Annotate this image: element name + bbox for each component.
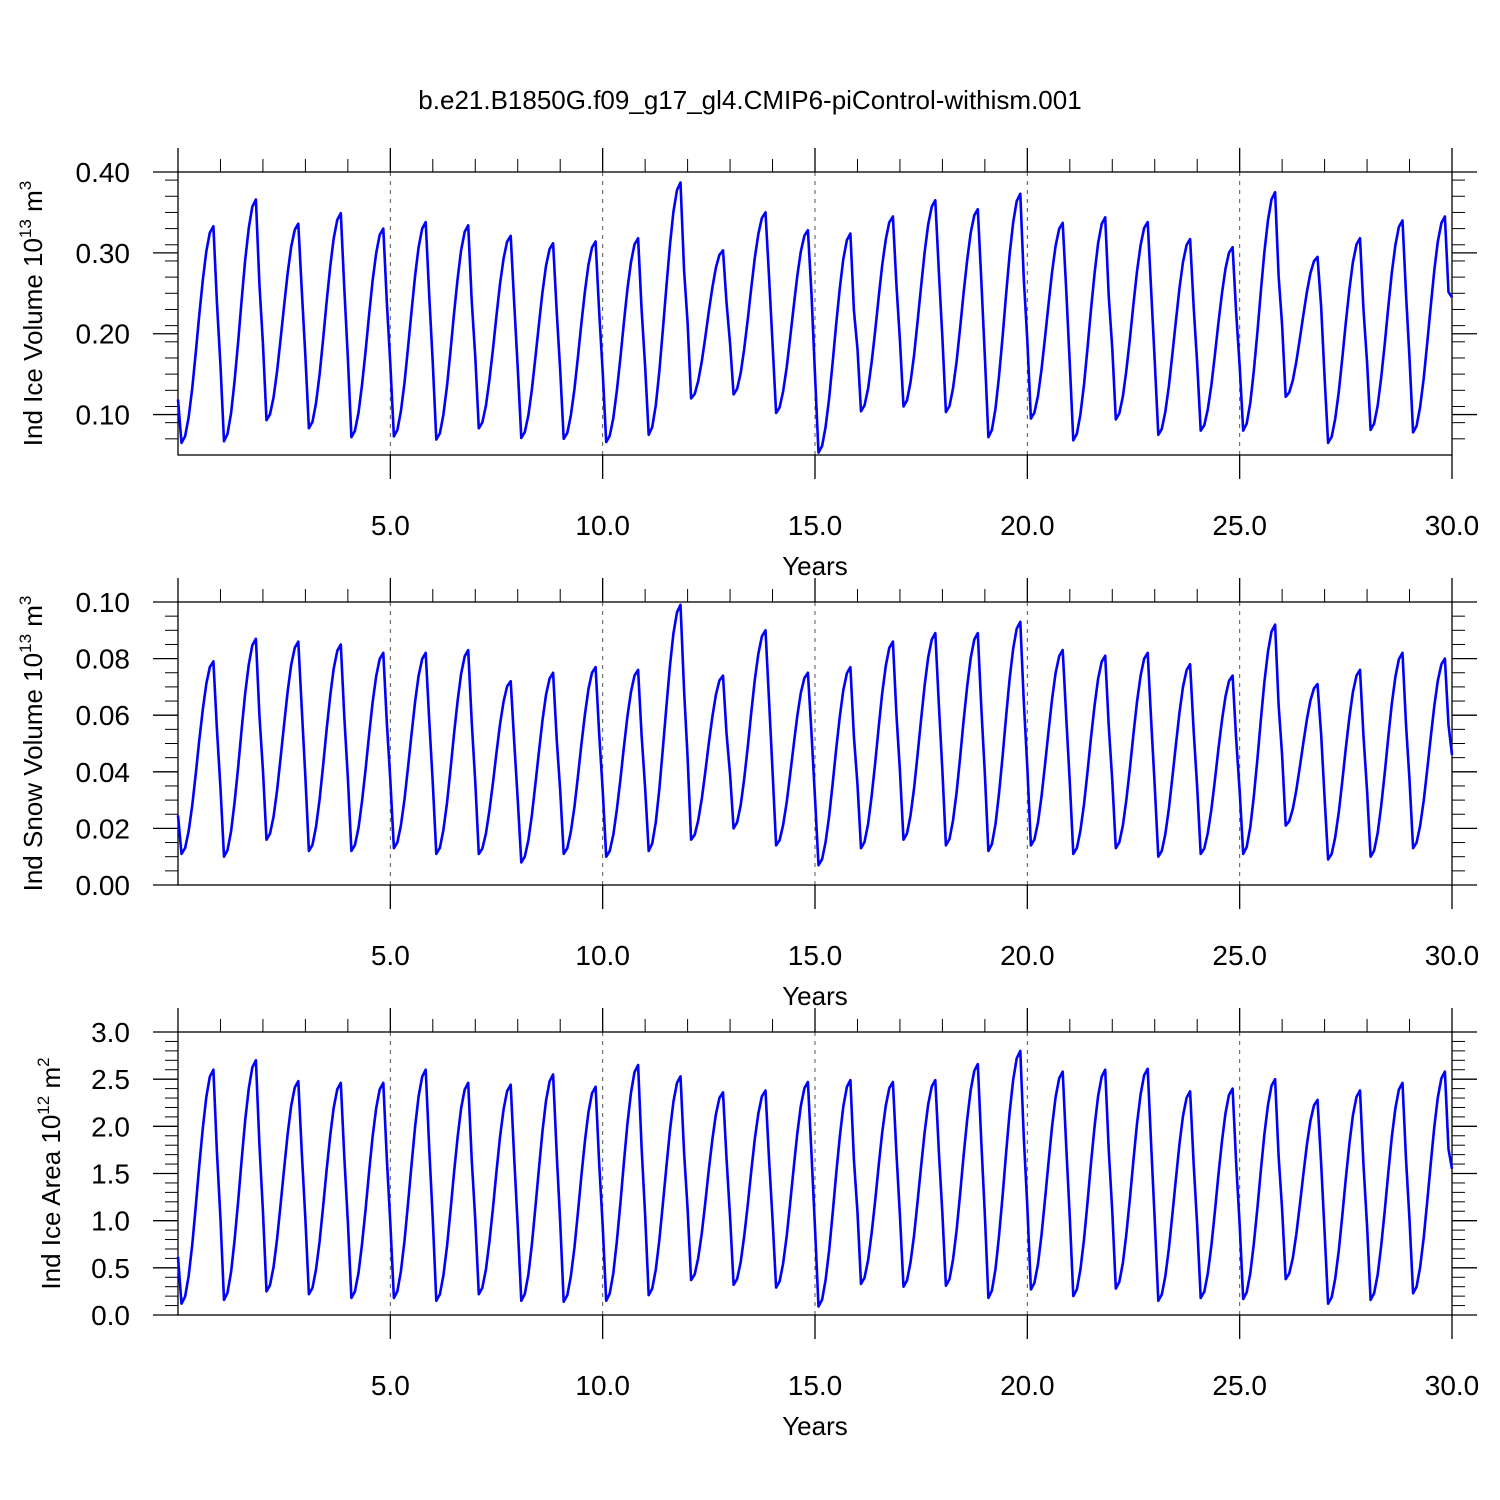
y-axis-title: Ind Ice Area 1012 m2 [34,1057,66,1289]
x-axis-title: Years [782,551,848,581]
chart-panel-3: 0.0 0.5 1.0 1.5 2.0 2.5 3.0 5.0 10.0 15.0 20.0 25.0… [34,1008,1479,1441]
y-tick-label: 0.20 [76,319,131,350]
y-tick-label: 0.10 [76,400,131,431]
x-tick-label: 15.0 [788,1370,843,1401]
series-line [176,1049,1454,1308]
y-tick-label: 2.0 [91,1111,130,1142]
y-tick-label: 0.0 [91,1300,130,1331]
y-tick-label: 0.30 [76,238,131,269]
x-axis-title: Years [782,981,848,1011]
x-tick-label: 15.0 [788,510,843,541]
y-tick-label: 0.5 [91,1253,130,1284]
x-tick-label: 20.0 [1000,510,1055,541]
x-tick-label: 30.0 [1425,940,1480,971]
chart-panel-1: 0.10 0.20 0.30 0.40 5.0 10.0 15.0 20.0 25.0 30.0 Y… [16,148,1479,581]
x-tick-label: 10.0 [575,940,630,971]
x-tick-label: 20.0 [1000,940,1055,971]
chart-panel-2: 0.00 0.02 0.04 0.06 0.08 0.10 5.0 10.0 15.0 20.0 2… [16,578,1479,1011]
y-tick-label: 0.02 [76,813,131,844]
series-line [176,181,1454,454]
x-axis-title: Years [782,1411,848,1441]
y-tick-label: 1.5 [91,1159,130,1190]
y-tick-label: 0.00 [76,870,131,901]
x-tick-label: 30.0 [1425,1370,1480,1401]
y-tick-label: 0.10 [76,587,131,618]
y-tick-label: 1.0 [91,1206,130,1237]
x-tick-label: 5.0 [371,1370,410,1401]
x-tick-label: 25.0 [1212,1370,1267,1401]
x-tick-label: 5.0 [371,510,410,541]
x-tick-label: 25.0 [1212,510,1267,541]
series-line [176,603,1454,867]
y-tick-label: 0.40 [76,157,131,188]
x-tick-label: 25.0 [1212,940,1267,971]
chart-panels: 0.10 0.20 0.30 0.40 5.0 10.0 15.0 20.0 25.0 30.0 Y… [16,148,1479,1441]
x-tick-label: 10.0 [575,1370,630,1401]
y-tick-label: 0.04 [76,757,131,788]
y-tick-label: 2.5 [91,1064,130,1095]
x-tick-label: 5.0 [371,940,410,971]
y-tick-label: 3.0 [91,1017,130,1048]
figure-title: b.e21.B1850G.f09_g17_gl4.CMIP6-piControl… [418,85,1081,115]
y-axis-title: Ind Snow Volume 1013 m3 [16,596,48,892]
y-axis-title: Ind Ice Volume 1013 m3 [16,181,48,446]
x-tick-label: 30.0 [1425,510,1480,541]
x-tick-label: 10.0 [575,510,630,541]
y-tick-label: 0.06 [76,700,131,731]
x-tick-label: 15.0 [788,940,843,971]
y-tick-label: 0.08 [76,644,131,675]
x-tick-label: 20.0 [1000,1370,1055,1401]
